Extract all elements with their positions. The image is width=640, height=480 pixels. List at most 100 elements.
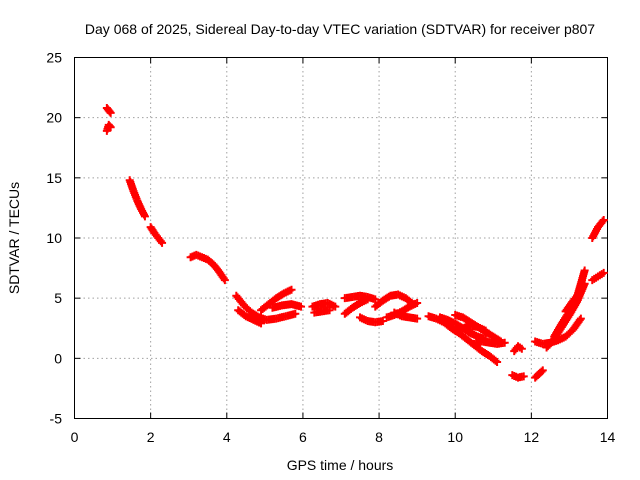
data-point-trail: [342, 304, 355, 317]
data-point-trail: [472, 338, 484, 348]
data-point-trail: [210, 261, 223, 275]
data-point-trail: [138, 206, 148, 219]
y-tick-label: 10: [46, 230, 62, 246]
data-point-trail: [570, 288, 584, 303]
data-point-trail: [453, 324, 465, 335]
data-point-trail: [257, 314, 269, 324]
x-tick-label: 12: [524, 429, 540, 445]
data-point: [158, 238, 167, 247]
data-point-trail: [155, 235, 165, 246]
data-point-trail: [543, 336, 557, 351]
data-point: [297, 302, 306, 311]
series-arc-u: [451, 321, 490, 335]
data-point-trail: [562, 298, 577, 314]
data-point-trail: [595, 217, 607, 230]
data-point-trail: [396, 291, 408, 302]
data-point: [413, 314, 422, 323]
data-point: [331, 302, 340, 311]
series-arc-d: [146, 223, 167, 247]
y-tick-label: 5: [54, 290, 62, 306]
series-arc-v: [470, 337, 509, 348]
data-point: [576, 314, 585, 323]
series-arc-w: [510, 342, 526, 356]
series-arc-f: [232, 291, 300, 324]
data-point: [220, 276, 229, 285]
series-arc-b: [102, 120, 115, 135]
data-point: [580, 266, 589, 275]
data-point: [325, 306, 334, 315]
data-point-trail: [460, 322, 473, 332]
series-arc-o: [371, 290, 418, 311]
data-point-trail: [426, 312, 439, 323]
data-point-trail: [570, 316, 584, 332]
x-tick-label: 4: [223, 429, 231, 445]
data-point-trail: [441, 319, 454, 332]
data-point: [517, 344, 526, 353]
series-arc-ae: [588, 268, 608, 285]
data-point-trail: [151, 230, 161, 241]
data-point: [500, 338, 509, 347]
data-point-trail: [511, 343, 521, 354]
x-tick-label: 6: [299, 429, 307, 445]
data-point-trail: [372, 297, 386, 310]
y-tick-label: 20: [46, 110, 62, 126]
data-point-trail: [365, 293, 378, 303]
x-tick-label: 2: [147, 429, 155, 445]
data-point-trail: [407, 299, 420, 310]
x-tick-label: 14: [600, 429, 616, 445]
series-arc-i: [268, 300, 306, 312]
data-point-trail: [233, 293, 247, 308]
data-point-trail: [258, 301, 272, 313]
data-point-trail: [384, 311, 397, 321]
data-point-trail: [251, 316, 264, 327]
data-point-trail: [555, 333, 568, 344]
data-point: [576, 286, 585, 295]
data-point-trail: [194, 251, 205, 261]
y-axis-label: SDTVAR / TECUs: [6, 182, 22, 294]
data-point: [599, 268, 608, 277]
y-tick-label: -5: [50, 411, 63, 427]
series-arc-n: [356, 313, 387, 327]
x-tick-label: 0: [71, 429, 79, 445]
data-point: [493, 357, 502, 366]
data-point-trail: [188, 251, 199, 261]
data-point-trail: [475, 323, 488, 334]
data-point: [257, 319, 266, 328]
data-point-trail: [216, 269, 228, 283]
data-point-trail: [468, 329, 481, 340]
data-point-trail: [147, 224, 158, 236]
data-point-trail: [235, 307, 249, 320]
series-arc-m: [340, 291, 380, 304]
data-point-trail: [456, 330, 470, 342]
series-arc-c: [125, 176, 149, 221]
data-point-trail: [437, 314, 450, 324]
data-point-trail: [325, 299, 338, 310]
x-axis-label: GPS time / hours: [287, 457, 394, 473]
data-point: [599, 215, 608, 224]
data-point-trail: [310, 300, 323, 310]
data-point: [106, 123, 115, 132]
chart-title: Day 068 of 2025, Sidereal Day-to-day VTE…: [85, 21, 595, 37]
series-arc-ad: [588, 215, 608, 242]
data-point-trail: [357, 314, 370, 325]
y-tick-label: 25: [46, 50, 62, 66]
series-arc-k: [310, 306, 334, 317]
data-point: [291, 309, 300, 318]
data-point: [140, 212, 149, 221]
data-point-trail: [103, 122, 113, 133]
series-arc-h: [257, 285, 296, 315]
data-point-trail: [533, 338, 545, 348]
data-point: [371, 295, 380, 304]
data-points: [102, 104, 608, 382]
data-point-trail: [357, 296, 370, 307]
data-point-trail: [453, 311, 465, 321]
x-tick-label: 8: [375, 429, 383, 445]
series-arc-x: [508, 371, 528, 382]
y-tick-label: 0: [54, 350, 62, 366]
data-point-trail: [392, 309, 405, 320]
x-tick-label: 10: [447, 429, 463, 445]
series-arc-a: [102, 104, 115, 117]
data-point-trail: [281, 286, 294, 297]
